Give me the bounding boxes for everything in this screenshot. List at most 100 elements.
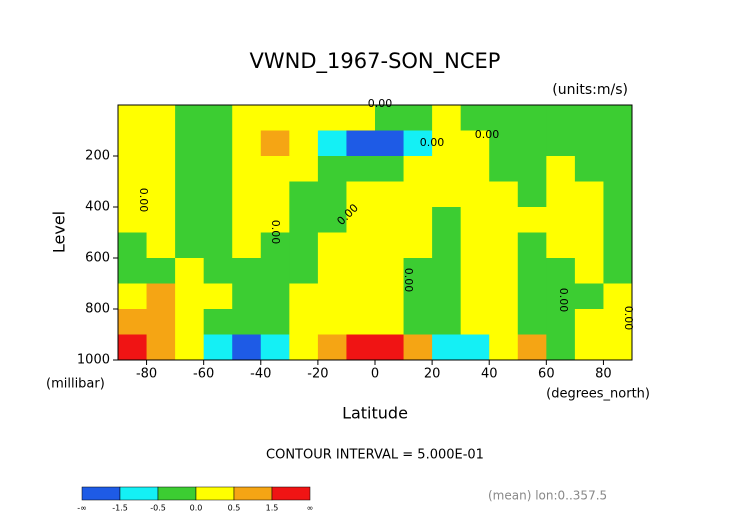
colorbar-label: 1.5	[266, 504, 279, 513]
contour-cell	[260, 105, 290, 131]
contour-cell	[546, 334, 576, 361]
contour-cell	[203, 283, 233, 310]
contour-cell	[346, 309, 376, 335]
colorbar-swatch	[157, 486, 197, 501]
contour-cell	[203, 207, 233, 233]
colorbar-label: -∞	[77, 504, 87, 513]
contour-cell	[203, 334, 233, 361]
contour-cell	[432, 156, 462, 182]
colorbar-label: 0.5	[228, 504, 241, 513]
contour-cell	[232, 105, 262, 131]
contour-cell	[260, 181, 290, 208]
contour-cell	[346, 156, 376, 182]
contour-cell	[346, 181, 376, 208]
contour-cell	[146, 283, 176, 310]
contour-cell	[260, 130, 290, 157]
contour-cell	[146, 232, 176, 259]
contour-cell	[546, 232, 576, 259]
contour-label: 0.00	[622, 306, 635, 331]
contour-cell	[517, 232, 547, 259]
contour-cell	[460, 130, 490, 157]
contour-cell	[317, 258, 347, 284]
contour-cell	[546, 283, 576, 310]
contour-cell	[546, 105, 576, 131]
contour-cell	[403, 130, 433, 157]
y-tick-label: 200	[85, 149, 110, 164]
contour-cell	[289, 156, 319, 182]
contour-cell	[517, 130, 547, 157]
contour-cell	[118, 105, 148, 131]
contour-cell	[489, 130, 519, 157]
colorbar-label: -1.5	[112, 504, 128, 513]
x-axis-label: Latitude	[342, 404, 408, 423]
y-axis-units: (millibar)	[46, 377, 105, 392]
contour-cell	[574, 130, 604, 157]
y-tick-label: 400	[85, 200, 110, 215]
contour-cell	[146, 258, 176, 284]
colorbar-swatch	[233, 486, 273, 501]
contour-cell	[403, 105, 433, 131]
contour-cell	[574, 105, 604, 131]
contour-cell	[375, 258, 405, 284]
contour-cell	[317, 207, 347, 233]
contour-cell	[232, 156, 262, 182]
contour-cell	[603, 156, 633, 182]
contour-cell	[375, 309, 405, 335]
contour-cell	[118, 309, 148, 335]
contour-cell	[232, 334, 262, 361]
contour-cell	[375, 156, 405, 182]
units-label: (units:m/s)	[552, 82, 628, 98]
contour-cell	[546, 156, 576, 182]
contour-cell	[260, 207, 290, 233]
contour-cell	[403, 258, 433, 284]
colorbar-label: 0.0	[190, 504, 203, 513]
contour-cell	[118, 334, 148, 361]
contour-cell	[260, 258, 290, 284]
footnote: (mean) lon:0..357.5	[488, 489, 607, 503]
y-tick-label: 1000	[77, 353, 110, 368]
contour-cell	[118, 207, 148, 233]
contour-cell	[460, 283, 490, 310]
contour-cell	[375, 232, 405, 259]
contour-cell	[403, 283, 433, 310]
contour-cell	[460, 334, 490, 361]
contour-cell	[432, 283, 462, 310]
contour-label: 0.00	[420, 136, 445, 149]
contour-cell	[260, 156, 290, 182]
contour-cell	[403, 156, 433, 182]
contour-cell	[175, 309, 205, 335]
contour-cell	[603, 258, 633, 284]
contour-cell	[317, 309, 347, 335]
contour-cell	[432, 309, 462, 335]
contour-cell	[432, 105, 462, 131]
colorbar-label: -0.5	[150, 504, 166, 513]
contour-cell	[118, 232, 148, 259]
contour-cell	[289, 130, 319, 157]
contour-cell	[574, 283, 604, 310]
contour-cell	[489, 156, 519, 182]
x-tick-label: -80	[136, 367, 157, 382]
contour-cell	[175, 105, 205, 131]
contour-cell	[317, 283, 347, 310]
contour-cell	[146, 207, 176, 233]
contour-cell	[432, 130, 462, 157]
contour-cell	[203, 258, 233, 284]
contour-cell	[546, 181, 576, 208]
contour-cell	[517, 156, 547, 182]
contour-cell	[460, 207, 490, 233]
contour-cell	[289, 334, 319, 361]
contour-cell	[546, 207, 576, 233]
contour-cell	[346, 105, 376, 131]
contour-label: 0.00	[137, 188, 150, 213]
contour-cell	[460, 232, 490, 259]
contour-cell	[346, 258, 376, 284]
contour-cell	[203, 156, 233, 182]
contour-cell	[375, 207, 405, 233]
contour-cell	[317, 105, 347, 131]
y-axis-label: Level	[50, 211, 69, 253]
contour-cell	[346, 334, 376, 361]
contour-cell	[460, 309, 490, 335]
contour-cell	[432, 258, 462, 284]
contour-cell	[603, 181, 633, 208]
contour-cell	[432, 181, 462, 208]
